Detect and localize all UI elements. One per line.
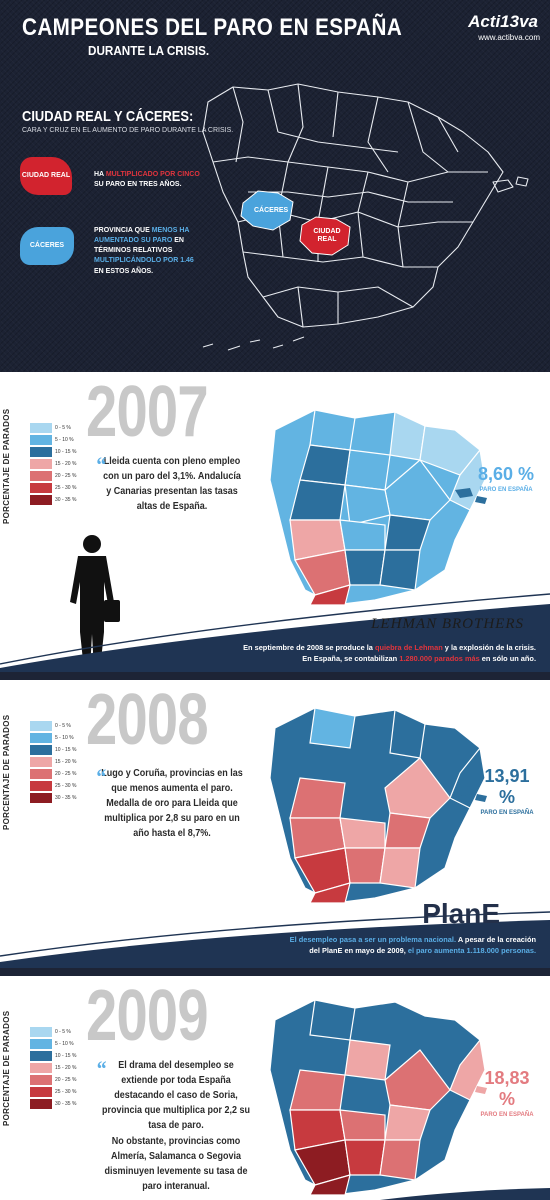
intro-title: CIUDAD REAL Y CÁCERES: [22, 108, 194, 125]
legend-item: 30 - 35 % [30, 792, 76, 803]
legend-item: 25 - 30 % [30, 482, 76, 493]
legend-swatch [30, 720, 52, 731]
legend-swatch [30, 470, 52, 481]
choropleth-map-2007 [269, 409, 487, 606]
caceres-badge: CÁCERES [20, 227, 74, 265]
legend-swatch [30, 1074, 52, 1085]
caceres-description: PROVINCIA QUE MENOS HA AUMENTADO SU PARO… [94, 227, 194, 275]
legend-item: 0 - 5 % [30, 720, 76, 731]
legend-swatch [30, 1098, 52, 1109]
national-rate: 18,83 % PARO EN ESPAÑA [480, 1068, 534, 1118]
legend-axis-label: PORCENTAJE DE PARADOS [2, 714, 11, 830]
legend-item: 25 - 30 % [30, 1086, 76, 1097]
national-rate: 8,60 % PARO EN ESPAÑA [477, 464, 535, 493]
caceres-region-highlight [240, 190, 294, 231]
legend-item: 15 - 20 % [30, 1062, 76, 1073]
legend-swatch [30, 756, 52, 767]
legend-swatch [30, 1062, 52, 1073]
spain-province-outline-map [202, 83, 529, 351]
page-subtitle: DURANTE LA CRISIS. [88, 43, 210, 58]
ciudad-real-badge: CIUDAD REAL [20, 157, 72, 195]
legend-swatch [30, 446, 52, 457]
legend-item: 20 - 25 % [30, 768, 76, 779]
brand-url[interactable]: www.actibva.com [478, 33, 540, 42]
map-label-ciudad-real: CIUDAD REAL [313, 228, 341, 243]
year-heading: 2007 [86, 372, 209, 452]
legend-item: 10 - 15 % [30, 446, 76, 457]
year-heading: 2008 [86, 680, 209, 760]
legend: 0 - 5 % 5 - 10 % 10 - 15 % 15 - 20 % 20 … [30, 1026, 76, 1109]
intro-subtitle: CARA Y CRUZ EN EL AUMENTO DE PARO DURANT… [22, 127, 234, 134]
legend-swatch [30, 768, 52, 779]
businessman-silhouette-icon [70, 535, 120, 670]
legend-swatch [30, 780, 52, 791]
legend-item: 20 - 25 % [30, 470, 76, 481]
quote-icon: “ [96, 764, 107, 789]
legend: 0 - 5 % 5 - 10 % 10 - 15 % 15 - 20 % 20 … [30, 720, 76, 803]
choropleth-map-2009 [269, 999, 487, 1196]
legend-item: 15 - 20 % [30, 458, 76, 469]
legend-swatch [30, 458, 52, 469]
national-rate: 13,91 % PARO EN ESPAÑA [480, 766, 534, 816]
legend-item: 5 - 10 % [30, 1038, 76, 1049]
legend: 0 - 5 % 5 - 10 % 10 - 15 % 15 - 20 % 20 … [30, 422, 76, 505]
legend-swatch [30, 1026, 52, 1037]
legend-swatch [30, 732, 52, 743]
legend-item: 10 - 15 % [30, 1050, 76, 1061]
legend-item: 0 - 5 % [30, 422, 76, 433]
lehman-brothers-logo: LEHMAN BROTHERS [371, 616, 524, 632]
header-section: CAMPEONES DEL PARO EN ESPAÑA DURANTE LA … [0, 0, 550, 372]
ciudad-real-region-highlight [299, 216, 351, 256]
year-quote: “ Lugo y Coruña, provincias en las que m… [96, 764, 244, 841]
page-title: CAMPEONES DEL PARO EN ESPAÑA [22, 14, 403, 41]
legend-item: 25 - 30 % [30, 780, 76, 791]
year-panel-2008: 2008 PORCENTAJE DE PARADOS 0 - 5 % 5 - 1… [0, 680, 550, 968]
plane-logo: PlanE [422, 898, 500, 929]
legend-swatch [30, 494, 52, 505]
legend-axis-label: PORCENTAJE DE PARADOS [2, 1010, 11, 1126]
legend-item: 5 - 10 % [30, 732, 76, 743]
year-panel-2007: 2007 PORCENTAJE DE PARADOS 0 - 5 % 5 - 1… [0, 372, 550, 672]
year-quote: “ El drama del desempleo se extiende por… [97, 1056, 251, 1133]
quote-icon: “ [96, 1056, 107, 1081]
legend-item: 10 - 15 % [30, 744, 76, 755]
legend-item: 20 - 25 % [30, 1074, 76, 1085]
legend-swatch [30, 1038, 52, 1049]
legend-swatch [30, 1086, 52, 1097]
legend-item: 30 - 35 % [30, 1098, 76, 1109]
legend-swatch [30, 422, 52, 433]
year-panel-2009: 2009 PORCENTAJE DE PARADOS 0 - 5 % 5 - 1… [0, 976, 550, 1200]
brand-logo[interactable]: Acti13va [468, 12, 538, 31]
legend-item: 5 - 10 % [30, 434, 76, 445]
choropleth-map-2008 [269, 707, 487, 904]
quote-icon: “ [96, 452, 107, 477]
legend-swatch [30, 482, 52, 493]
legend-swatch [30, 744, 52, 755]
legend-item: 15 - 20 % [30, 756, 76, 767]
legend-axis-label: PORCENTAJE DE PARADOS [2, 408, 11, 524]
year-quote-secondary: No obstante, provincias como Almería, Sa… [104, 1136, 248, 1192]
map-label-caceres: CÁCERES [254, 207, 289, 214]
legend-swatch [30, 792, 52, 803]
year-footer-note: En septiembre de 2008 se produce la quie… [243, 643, 536, 664]
legend-swatch [30, 434, 52, 445]
ciudad-real-description: HA MULTIPLICADO POR CINCO SU PARO EN TRE… [94, 171, 200, 189]
year-footer-note: El desempleo pasa a ser un problema naci… [289, 935, 536, 956]
legend-item: 0 - 5 % [30, 1026, 76, 1037]
legend-swatch [30, 1050, 52, 1061]
legend-item: 30 - 35 % [30, 494, 76, 505]
year-heading: 2009 [86, 976, 209, 1056]
year-quote: “ Lleida cuenta con pleno empleo con un … [96, 452, 244, 514]
